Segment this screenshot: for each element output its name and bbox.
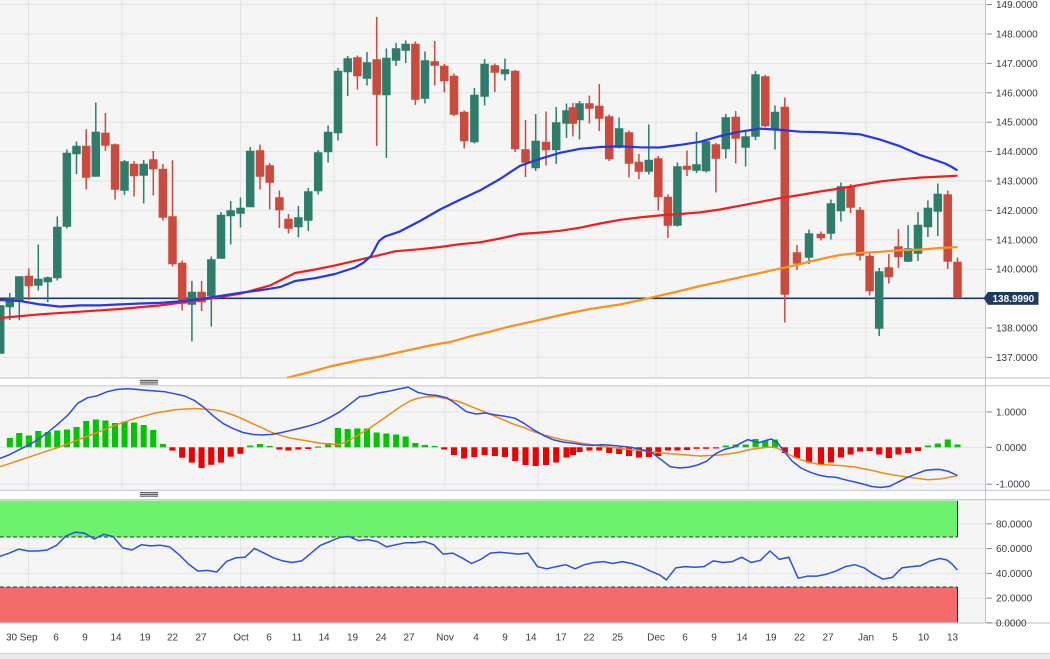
svg-text:149.0000: 149.0000 bbox=[996, 0, 1038, 11]
svg-text:80.0000: 80.0000 bbox=[996, 519, 1033, 530]
svg-text:40.0000: 40.0000 bbox=[996, 569, 1033, 580]
svg-text:14: 14 bbox=[110, 633, 122, 644]
svg-text:142.0000: 142.0000 bbox=[996, 206, 1038, 217]
svg-text:14: 14 bbox=[318, 633, 330, 644]
svg-text:9: 9 bbox=[82, 633, 88, 644]
svg-text:9: 9 bbox=[711, 633, 717, 644]
svg-text:Sep: Sep bbox=[20, 633, 38, 644]
svg-text:144.0000: 144.0000 bbox=[996, 147, 1038, 158]
svg-text:19: 19 bbox=[765, 633, 777, 644]
svg-text:60.0000: 60.0000 bbox=[996, 544, 1033, 555]
svg-text:10: 10 bbox=[918, 633, 930, 644]
svg-text:143.0000: 143.0000 bbox=[996, 177, 1038, 188]
svg-text:Dec: Dec bbox=[647, 633, 665, 644]
svg-text:Oct: Oct bbox=[233, 633, 249, 644]
svg-text:27: 27 bbox=[403, 633, 415, 644]
svg-text:Jan: Jan bbox=[858, 633, 874, 644]
svg-text:22: 22 bbox=[167, 633, 179, 644]
svg-text:6: 6 bbox=[266, 633, 272, 644]
svg-text:9: 9 bbox=[502, 633, 508, 644]
svg-text:30: 30 bbox=[6, 633, 18, 644]
svg-text:20.0000: 20.0000 bbox=[996, 594, 1033, 605]
svg-text:17: 17 bbox=[555, 633, 567, 644]
svg-text:137.0000: 137.0000 bbox=[996, 353, 1038, 364]
svg-text:25: 25 bbox=[612, 633, 624, 644]
svg-text:Nov: Nov bbox=[436, 633, 454, 644]
svg-text:27: 27 bbox=[822, 633, 834, 644]
svg-text:-1.0000: -1.0000 bbox=[996, 480, 1030, 491]
svg-text:19: 19 bbox=[139, 633, 151, 644]
svg-text:6: 6 bbox=[682, 633, 688, 644]
svg-text:14: 14 bbox=[525, 633, 537, 644]
svg-text:6: 6 bbox=[53, 633, 59, 644]
svg-text:0.0000: 0.0000 bbox=[996, 618, 1027, 629]
svg-text:22: 22 bbox=[794, 633, 806, 644]
svg-text:138.9990: 138.9990 bbox=[993, 294, 1035, 305]
svg-text:1.0000: 1.0000 bbox=[996, 407, 1027, 418]
svg-text:11: 11 bbox=[292, 633, 303, 644]
svg-text:0.0000: 0.0000 bbox=[996, 443, 1027, 454]
svg-text:145.0000: 145.0000 bbox=[996, 118, 1038, 129]
svg-text:27: 27 bbox=[195, 633, 207, 644]
svg-text:14: 14 bbox=[736, 633, 748, 644]
svg-text:22: 22 bbox=[583, 633, 595, 644]
svg-text:4: 4 bbox=[473, 633, 479, 644]
svg-text:24: 24 bbox=[375, 633, 387, 644]
svg-text:141.0000: 141.0000 bbox=[996, 235, 1038, 246]
svg-text:138.0000: 138.0000 bbox=[996, 324, 1038, 335]
svg-text:146.0000: 146.0000 bbox=[996, 88, 1038, 99]
svg-text:148.0000: 148.0000 bbox=[996, 30, 1038, 41]
svg-text:19: 19 bbox=[347, 633, 359, 644]
svg-text:13: 13 bbox=[947, 633, 959, 644]
svg-text:140.0000: 140.0000 bbox=[996, 265, 1038, 276]
svg-text:147.0000: 147.0000 bbox=[996, 59, 1038, 70]
svg-text:5: 5 bbox=[892, 633, 898, 644]
